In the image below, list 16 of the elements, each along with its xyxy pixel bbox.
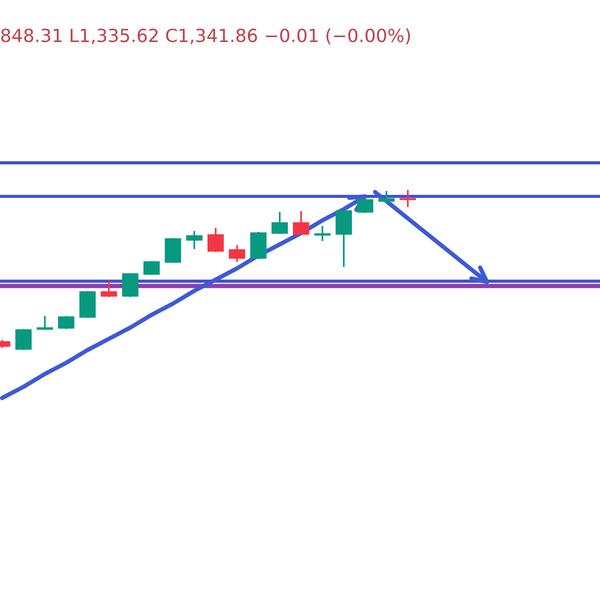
candlestick [292,210,310,236]
candlestick [207,227,224,253]
candlestick [15,328,32,351]
candlestick [100,279,118,298]
candlestick [36,315,54,331]
candlestick [356,198,374,214]
candlestick [228,244,246,263]
candlestick [400,189,416,208]
candlestick [122,272,138,298]
candlestick [186,230,202,250]
candlestick [143,260,160,276]
candlestick [336,210,352,268]
candlestick [164,237,182,264]
candlestick [58,315,74,330]
candlestick [272,211,288,235]
chart-title: 848.31 L1,335.62 C1,341.86 −0.01 (−0.00%) [1,28,410,44]
